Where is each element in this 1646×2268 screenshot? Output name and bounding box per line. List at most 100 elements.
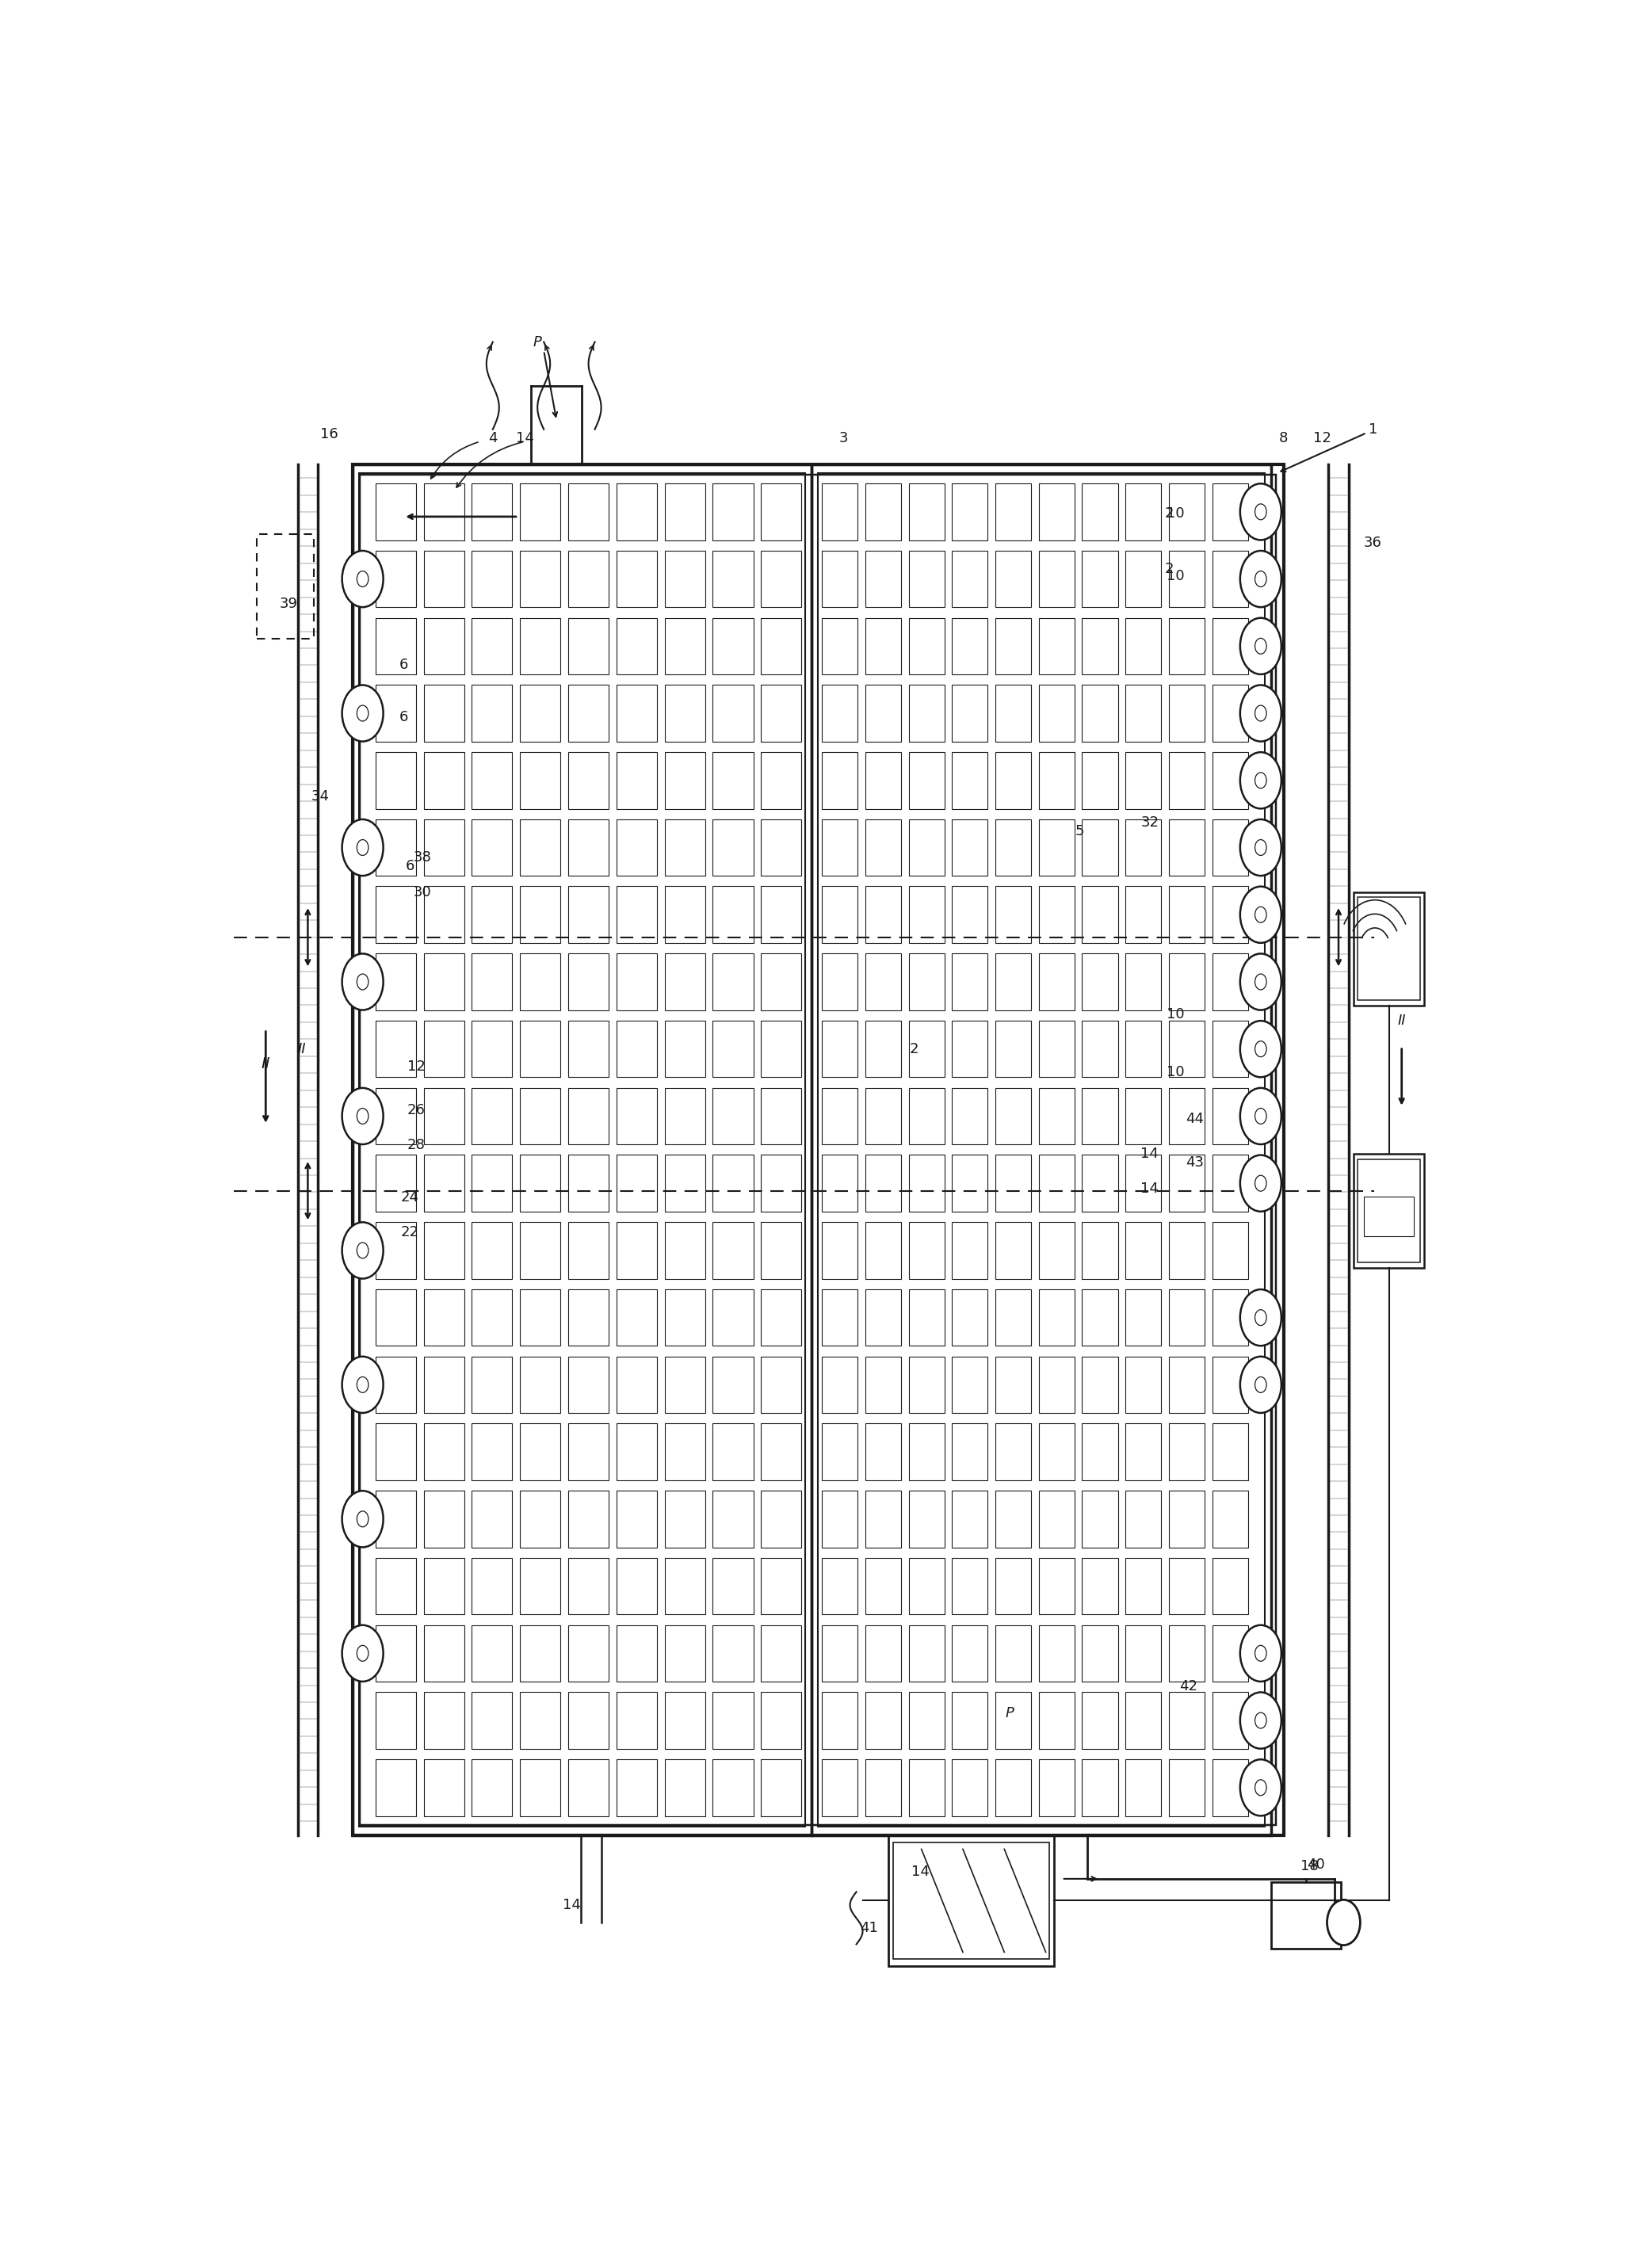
Bar (951, 1089, 988, 1145)
Bar (1081, 1760, 1118, 1817)
Bar (1211, 1089, 1248, 1145)
Bar (996, 1356, 1030, 1413)
Bar (352, 465, 811, 1835)
Bar (568, 953, 609, 1009)
Bar (909, 1154, 945, 1211)
Circle shape (1254, 637, 1266, 653)
Circle shape (1254, 973, 1266, 989)
Bar (352, 465, 1284, 1835)
Bar (1081, 483, 1118, 540)
Bar (909, 1624, 945, 1681)
Bar (909, 953, 945, 1009)
Bar (665, 483, 704, 540)
Bar (472, 1558, 512, 1615)
Bar (472, 819, 512, 875)
Bar (821, 617, 858, 674)
Bar (568, 551, 609, 608)
Bar (665, 685, 704, 742)
Bar (472, 1624, 512, 1681)
Text: 10: 10 (1167, 569, 1183, 583)
Bar (1126, 617, 1160, 674)
Bar (1126, 819, 1160, 875)
Bar (760, 1356, 802, 1413)
Bar (423, 1692, 464, 1749)
Circle shape (357, 572, 369, 587)
Bar (1126, 1760, 1160, 1817)
Bar (665, 1692, 704, 1749)
Bar (866, 887, 900, 943)
Bar (866, 1288, 900, 1345)
Text: 8: 8 (1279, 431, 1289, 445)
Bar (951, 819, 988, 875)
Bar (568, 483, 609, 540)
Bar (568, 1356, 609, 1413)
Text: 44: 44 (1185, 1111, 1203, 1127)
Bar (568, 617, 609, 674)
Bar (1211, 753, 1248, 810)
Bar (996, 685, 1030, 742)
Bar (1211, 1490, 1248, 1547)
Text: 10: 10 (1167, 1007, 1183, 1021)
Bar (996, 1760, 1030, 1817)
Bar (996, 1154, 1030, 1211)
Bar (665, 1760, 704, 1817)
Text: 4: 4 (489, 431, 497, 445)
Bar (996, 887, 1030, 943)
Bar (1081, 551, 1118, 608)
Bar (1081, 617, 1118, 674)
Bar (1039, 753, 1075, 810)
Text: 14: 14 (1141, 1182, 1159, 1195)
Bar (1169, 1490, 1205, 1547)
Bar (423, 887, 464, 943)
Bar (909, 1692, 945, 1749)
Bar (520, 953, 561, 1009)
Bar (1358, 1159, 1420, 1263)
Bar (423, 753, 464, 810)
Bar (472, 753, 512, 810)
Bar (713, 483, 754, 540)
Bar (423, 1222, 464, 1279)
Bar (616, 483, 657, 540)
Bar (423, 1356, 464, 1413)
Circle shape (1239, 617, 1281, 674)
Circle shape (357, 1377, 369, 1393)
Bar (866, 1424, 900, 1481)
Bar (1211, 1558, 1248, 1615)
Circle shape (1254, 1309, 1266, 1325)
Text: 12: 12 (407, 1059, 425, 1073)
Bar (760, 617, 802, 674)
Bar (665, 1424, 704, 1481)
Bar (1081, 819, 1118, 875)
Bar (568, 1089, 609, 1145)
Text: II: II (1397, 1014, 1406, 1027)
Bar (1126, 1356, 1160, 1413)
Bar (1211, 685, 1248, 742)
Circle shape (1239, 1089, 1281, 1145)
Bar (713, 887, 754, 943)
Bar (760, 1490, 802, 1547)
Bar (616, 1356, 657, 1413)
Bar (1169, 1154, 1205, 1211)
Bar (568, 1222, 609, 1279)
Bar (821, 1021, 858, 1077)
Bar (616, 551, 657, 608)
Bar (423, 1288, 464, 1345)
Bar (866, 483, 900, 540)
Bar (472, 1490, 512, 1547)
Bar (996, 753, 1030, 810)
Bar (760, 819, 802, 875)
Bar (713, 753, 754, 810)
Bar (423, 819, 464, 875)
Bar (866, 1089, 900, 1145)
Circle shape (1239, 1290, 1281, 1345)
Bar (866, 685, 900, 742)
Bar (616, 685, 657, 742)
Bar (472, 1424, 512, 1481)
Bar (821, 685, 858, 742)
Bar (996, 1222, 1030, 1279)
Bar (616, 953, 657, 1009)
Bar (760, 1089, 802, 1145)
Text: II: II (298, 1043, 306, 1057)
Text: 38: 38 (413, 850, 431, 864)
Circle shape (1239, 1021, 1281, 1077)
